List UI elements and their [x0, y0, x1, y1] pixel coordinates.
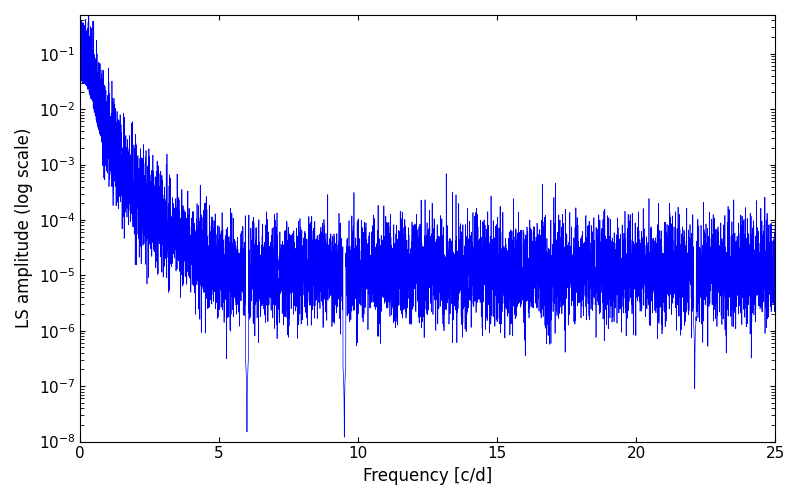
Y-axis label: LS amplitude (log scale): LS amplitude (log scale) — [15, 128, 33, 328]
X-axis label: Frequency [c/d]: Frequency [c/d] — [363, 467, 492, 485]
